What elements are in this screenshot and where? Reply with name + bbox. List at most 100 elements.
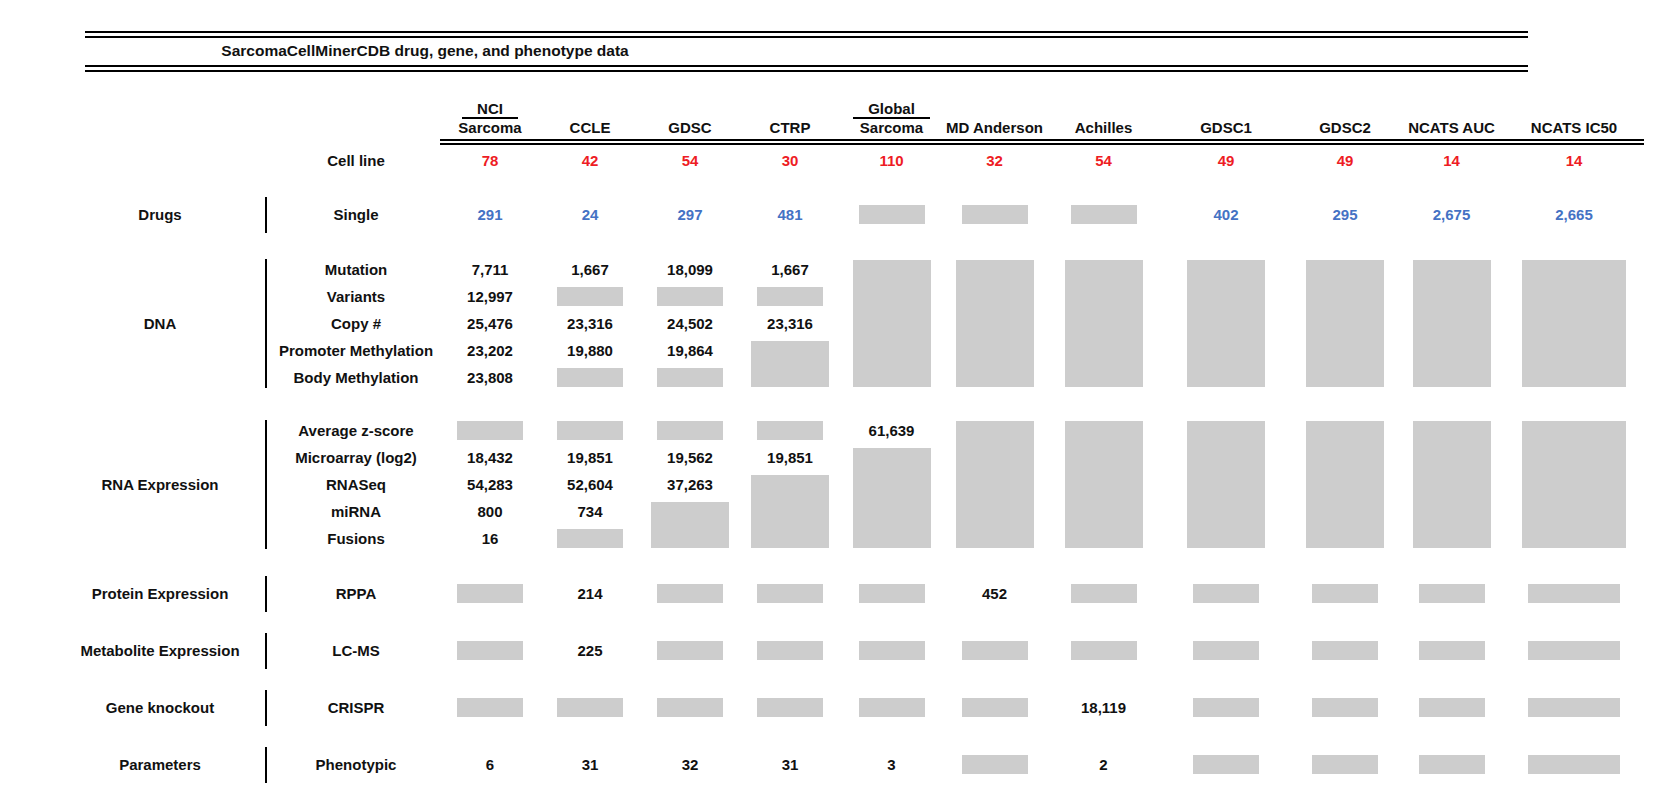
cell-line-count: 32: [986, 152, 1003, 169]
row-label: Phenotypic: [316, 756, 397, 773]
no-data-box: [557, 421, 623, 440]
figure-title-block: SarcomaCellMinerCDB drug, gene, and phen…: [85, 31, 1528, 72]
no-data-box: [457, 698, 523, 717]
no-data-box: [1193, 641, 1259, 660]
row-label: Mutation: [325, 261, 387, 278]
no-data-box: [962, 755, 1028, 774]
no-data-box: [1071, 584, 1137, 603]
no-data-box: [1312, 641, 1378, 660]
row-label: LC-MS: [332, 642, 380, 659]
data-value: 25,476: [467, 315, 513, 332]
no-data-box: [657, 287, 723, 306]
no-data-box: [1187, 260, 1265, 387]
no-data-box: [657, 584, 723, 603]
cell-line-count: 14: [1566, 152, 1583, 169]
cell-line-count: 78: [482, 152, 499, 169]
data-value: 734: [577, 503, 602, 520]
section-label: Protein Expression: [92, 585, 229, 602]
data-value: 18,119: [1081, 699, 1126, 716]
no-data-box: [1522, 260, 1626, 387]
data-value: 54,283: [467, 476, 513, 493]
data-value: 23,316: [767, 315, 813, 332]
cell-line-count: 49: [1218, 152, 1235, 169]
no-data-box: [757, 421, 823, 440]
data-value: 214: [577, 585, 602, 602]
no-data-box: [657, 368, 723, 387]
section-label: RNA Expression: [102, 476, 219, 493]
data-value: 31: [582, 756, 599, 773]
row-label: Promoter Methylation: [279, 342, 433, 359]
section-label: Drugs: [138, 206, 181, 223]
data-value: 402: [1213, 206, 1238, 223]
no-data-box: [853, 448, 931, 548]
cell-line-count: 54: [682, 152, 699, 169]
no-data-box: [1419, 641, 1485, 660]
section-label: Metabolite Expression: [80, 642, 239, 659]
data-value: 23,808: [467, 369, 513, 386]
row-label: Average z-score: [298, 422, 413, 439]
data-value: 800: [477, 503, 502, 520]
no-data-box: [1419, 584, 1485, 603]
no-data-box: [657, 641, 723, 660]
no-data-box: [757, 641, 823, 660]
no-data-box: [457, 584, 523, 603]
data-value: 3: [887, 756, 895, 773]
data-value: 2,665: [1555, 206, 1593, 223]
row-label: RPPA: [336, 585, 377, 602]
no-data-box: [859, 698, 925, 717]
no-data-box: [557, 368, 623, 387]
data-value: 1,667: [571, 261, 609, 278]
cell-line-count: 14: [1443, 152, 1460, 169]
column-header-top: NCI: [462, 100, 518, 119]
data-value: 19,562: [667, 449, 713, 466]
no-data-box: [1065, 260, 1143, 387]
no-data-box: [757, 698, 823, 717]
no-data-box: [1187, 421, 1265, 548]
data-value: 61,639: [869, 422, 915, 439]
no-data-box: [1193, 584, 1259, 603]
no-data-box: [1065, 421, 1143, 548]
data-value: 18,099: [667, 261, 713, 278]
data-value: 7,711: [472, 261, 509, 278]
row-label: RNASeq: [326, 476, 386, 493]
data-value: 2,675: [1433, 206, 1471, 223]
data-value: 225: [577, 642, 602, 659]
column-header-top-label: NCI: [462, 100, 518, 119]
cell-line-count: 30: [782, 152, 799, 169]
data-value: 19,880: [567, 342, 613, 359]
row-label: Body Methylation: [293, 369, 418, 386]
section-divider-bar: [265, 259, 267, 388]
no-data-box: [1528, 698, 1620, 717]
figure-title: SarcomaCellMinerCDB drug, gene, and phen…: [85, 38, 765, 65]
no-data-box: [962, 698, 1028, 717]
row-label: Fusions: [327, 530, 385, 547]
no-data-box: [1419, 698, 1485, 717]
no-data-box: [557, 529, 623, 548]
data-availability-table: NCISarcomaCCLEGDSCCTRPGlobalSarcomaMD An…: [60, 95, 1644, 778]
data-value: 481: [777, 206, 802, 223]
row-label: Variants: [327, 288, 385, 305]
data-value: 1,667: [771, 261, 809, 278]
no-data-box: [1528, 755, 1620, 774]
no-data-box: [557, 287, 623, 306]
row-label: Copy #: [331, 315, 381, 332]
section-divider-bar: [265, 197, 267, 233]
data-value: 32: [682, 756, 699, 773]
section-divider-bar: [265, 747, 267, 783]
top-double-rule: [85, 31, 1528, 38]
column-header-top-label: Global: [853, 100, 930, 119]
data-value: 452: [982, 585, 1007, 602]
no-data-box: [1071, 205, 1137, 224]
row-label: miRNA: [331, 503, 381, 520]
no-data-box: [557, 698, 623, 717]
data-value: 37,263: [667, 476, 713, 493]
row-label: CRISPR: [328, 699, 385, 716]
no-data-box: [1528, 641, 1620, 660]
title-bottom-double-rule: [85, 65, 1528, 72]
data-value: 291: [477, 206, 502, 223]
data-value: 31: [782, 756, 799, 773]
no-data-box: [1312, 755, 1378, 774]
section-divider-bar: [265, 420, 267, 549]
data-value: 12,997: [467, 288, 513, 305]
no-data-box: [962, 205, 1028, 224]
